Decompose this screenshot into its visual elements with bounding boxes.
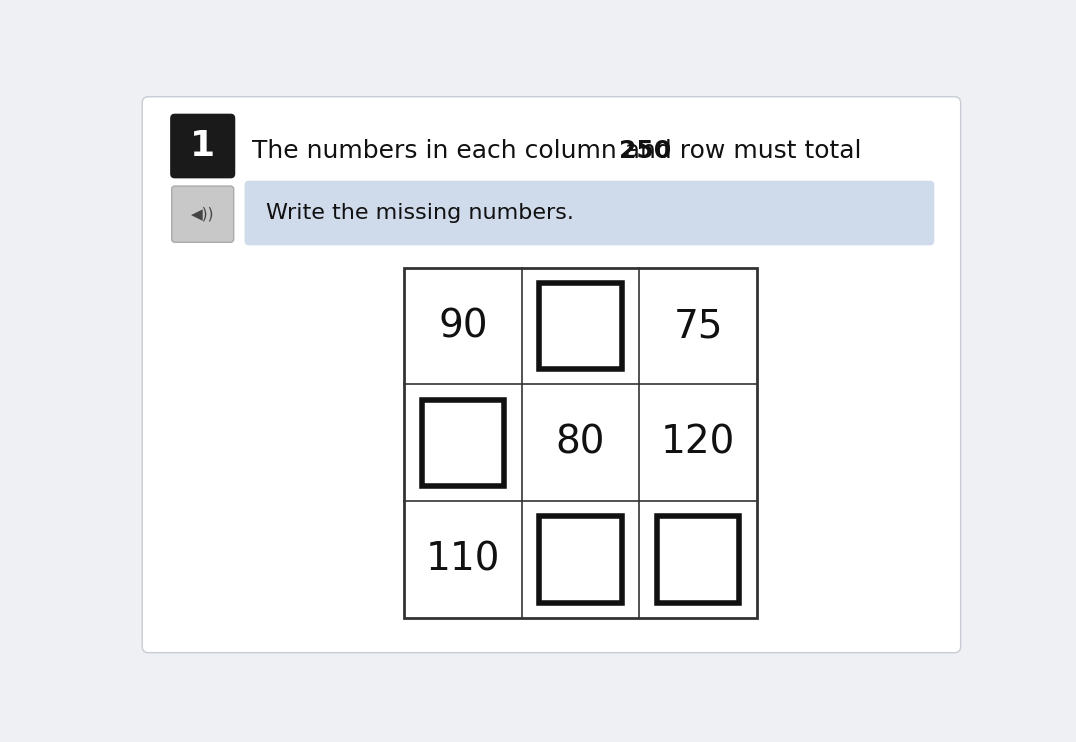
Text: 90: 90 [438, 307, 487, 345]
Text: 80: 80 [556, 424, 606, 462]
Bar [405, 268, 756, 618]
FancyBboxPatch shape [142, 96, 961, 653]
FancyBboxPatch shape [172, 186, 233, 243]
Bar [657, 516, 739, 603]
Text: 1: 1 [190, 129, 215, 163]
FancyBboxPatch shape [170, 114, 236, 178]
Text: Write the missing numbers.: Write the missing numbers. [266, 203, 575, 223]
Text: 120: 120 [661, 424, 735, 462]
Bar [422, 400, 505, 486]
Bar [539, 283, 622, 370]
Text: ◀)): ◀)) [190, 207, 214, 222]
Text: 75: 75 [674, 307, 723, 345]
Text: The numbers in each column and row must total: The numbers in each column and row must … [252, 139, 869, 162]
Bar [539, 516, 622, 603]
Text: 250: 250 [620, 139, 671, 162]
FancyBboxPatch shape [244, 180, 934, 246]
Text: 110: 110 [426, 541, 500, 579]
